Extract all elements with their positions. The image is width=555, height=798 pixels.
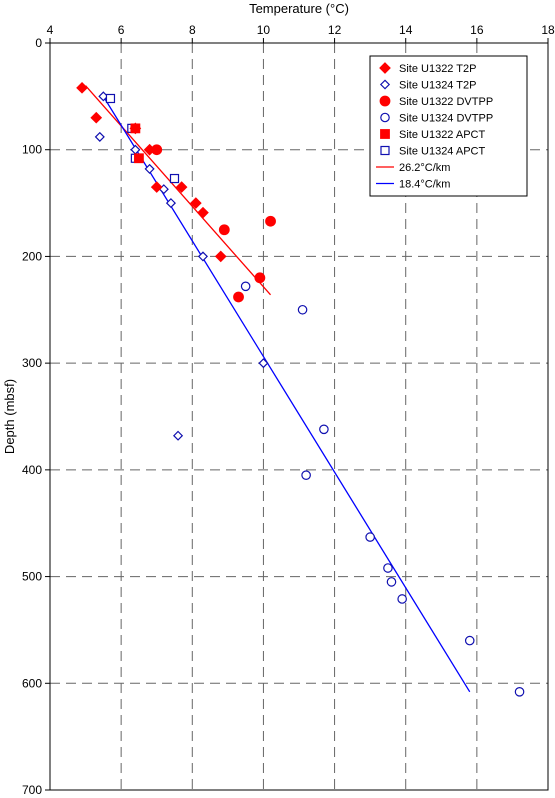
data-point <box>197 251 209 262</box>
legend-marker <box>380 112 390 123</box>
data-point <box>130 123 141 134</box>
data-point <box>233 291 244 303</box>
x-axis-title: Temperature (°C) <box>249 1 349 16</box>
fit-line <box>102 96 471 693</box>
data-points <box>76 81 525 697</box>
y-axis: 0 100 200 300 400 500 600 700 <box>22 36 50 797</box>
legend: Site U1322 T2P Site U1324 T2P Site U1322 D… <box>369 55 528 197</box>
y-tick-label: 600 <box>22 676 42 690</box>
data-point <box>386 577 397 587</box>
legend-label: Site U1324 DVTPP <box>399 113 493 125</box>
data-point <box>254 272 266 284</box>
data-point <box>90 111 103 124</box>
y-tick-label: 700 <box>22 783 42 797</box>
legend-marker <box>379 79 391 90</box>
x-tick-label: 4 <box>47 23 54 37</box>
legend-marker <box>379 95 391 107</box>
data-point <box>365 532 375 542</box>
fit-lines <box>85 85 471 693</box>
data-point <box>189 197 202 209</box>
fit-line <box>85 85 272 296</box>
data-point <box>94 131 105 142</box>
data-point <box>76 81 88 94</box>
data-point <box>175 181 188 193</box>
data-point <box>514 687 525 697</box>
data-point <box>218 224 230 236</box>
x-tick-label: 12 <box>328 23 342 37</box>
data-point <box>297 304 308 315</box>
legend-label: Site U1324 APCT <box>399 146 485 158</box>
data-point <box>383 563 393 573</box>
y-tick-label: 400 <box>22 463 42 477</box>
y-tick-label: 0 <box>35 36 42 50</box>
data-point <box>173 430 184 441</box>
legend-marker <box>380 145 390 156</box>
data-point <box>151 144 163 156</box>
data-point <box>301 470 311 480</box>
legend-label: Site U1322 T2P <box>399 63 476 75</box>
data-point <box>397 594 407 604</box>
y-tick-label: 200 <box>22 249 42 263</box>
x-tick-label: 18 <box>541 23 555 37</box>
data-point <box>197 206 209 219</box>
y-axis-title: Depth (mbsf) <box>2 379 17 454</box>
y-tick-label: 100 <box>22 143 42 157</box>
data-point <box>169 173 180 184</box>
legend-label: Site U1322 APCT <box>399 129 485 141</box>
legend-label: Site U1322 DVTPP <box>399 96 493 108</box>
x-tick-label: 14 <box>399 23 413 37</box>
x-tick-label: 16 <box>470 23 484 37</box>
x-tick-label: 8 <box>189 23 196 37</box>
data-point <box>165 198 176 209</box>
legend-marker <box>380 129 390 139</box>
y-tick-label: 300 <box>22 356 42 370</box>
legend-label: 26.2°C/km <box>399 162 450 174</box>
legend-marker <box>379 62 391 74</box>
legend-label: Site U1324 T2P <box>399 80 476 92</box>
data-point <box>105 93 116 104</box>
plot-frame <box>49 42 549 791</box>
data-point <box>464 635 475 646</box>
data-point <box>150 181 163 193</box>
data-point <box>258 358 269 369</box>
data-point <box>214 250 227 263</box>
y-tick-label: 500 <box>22 570 42 584</box>
x-tick-label: 10 <box>257 23 271 37</box>
data-point <box>144 163 155 174</box>
legend-label: 18.4°C/km <box>399 179 450 191</box>
data-point <box>265 215 276 227</box>
data-point <box>134 153 144 164</box>
data-point <box>319 424 329 435</box>
x-tick-label: 6 <box>118 23 125 37</box>
legend-box <box>369 55 528 197</box>
data-point <box>240 281 251 292</box>
x-axis: 4 6 8 10 12 14 16 18 <box>47 23 555 43</box>
